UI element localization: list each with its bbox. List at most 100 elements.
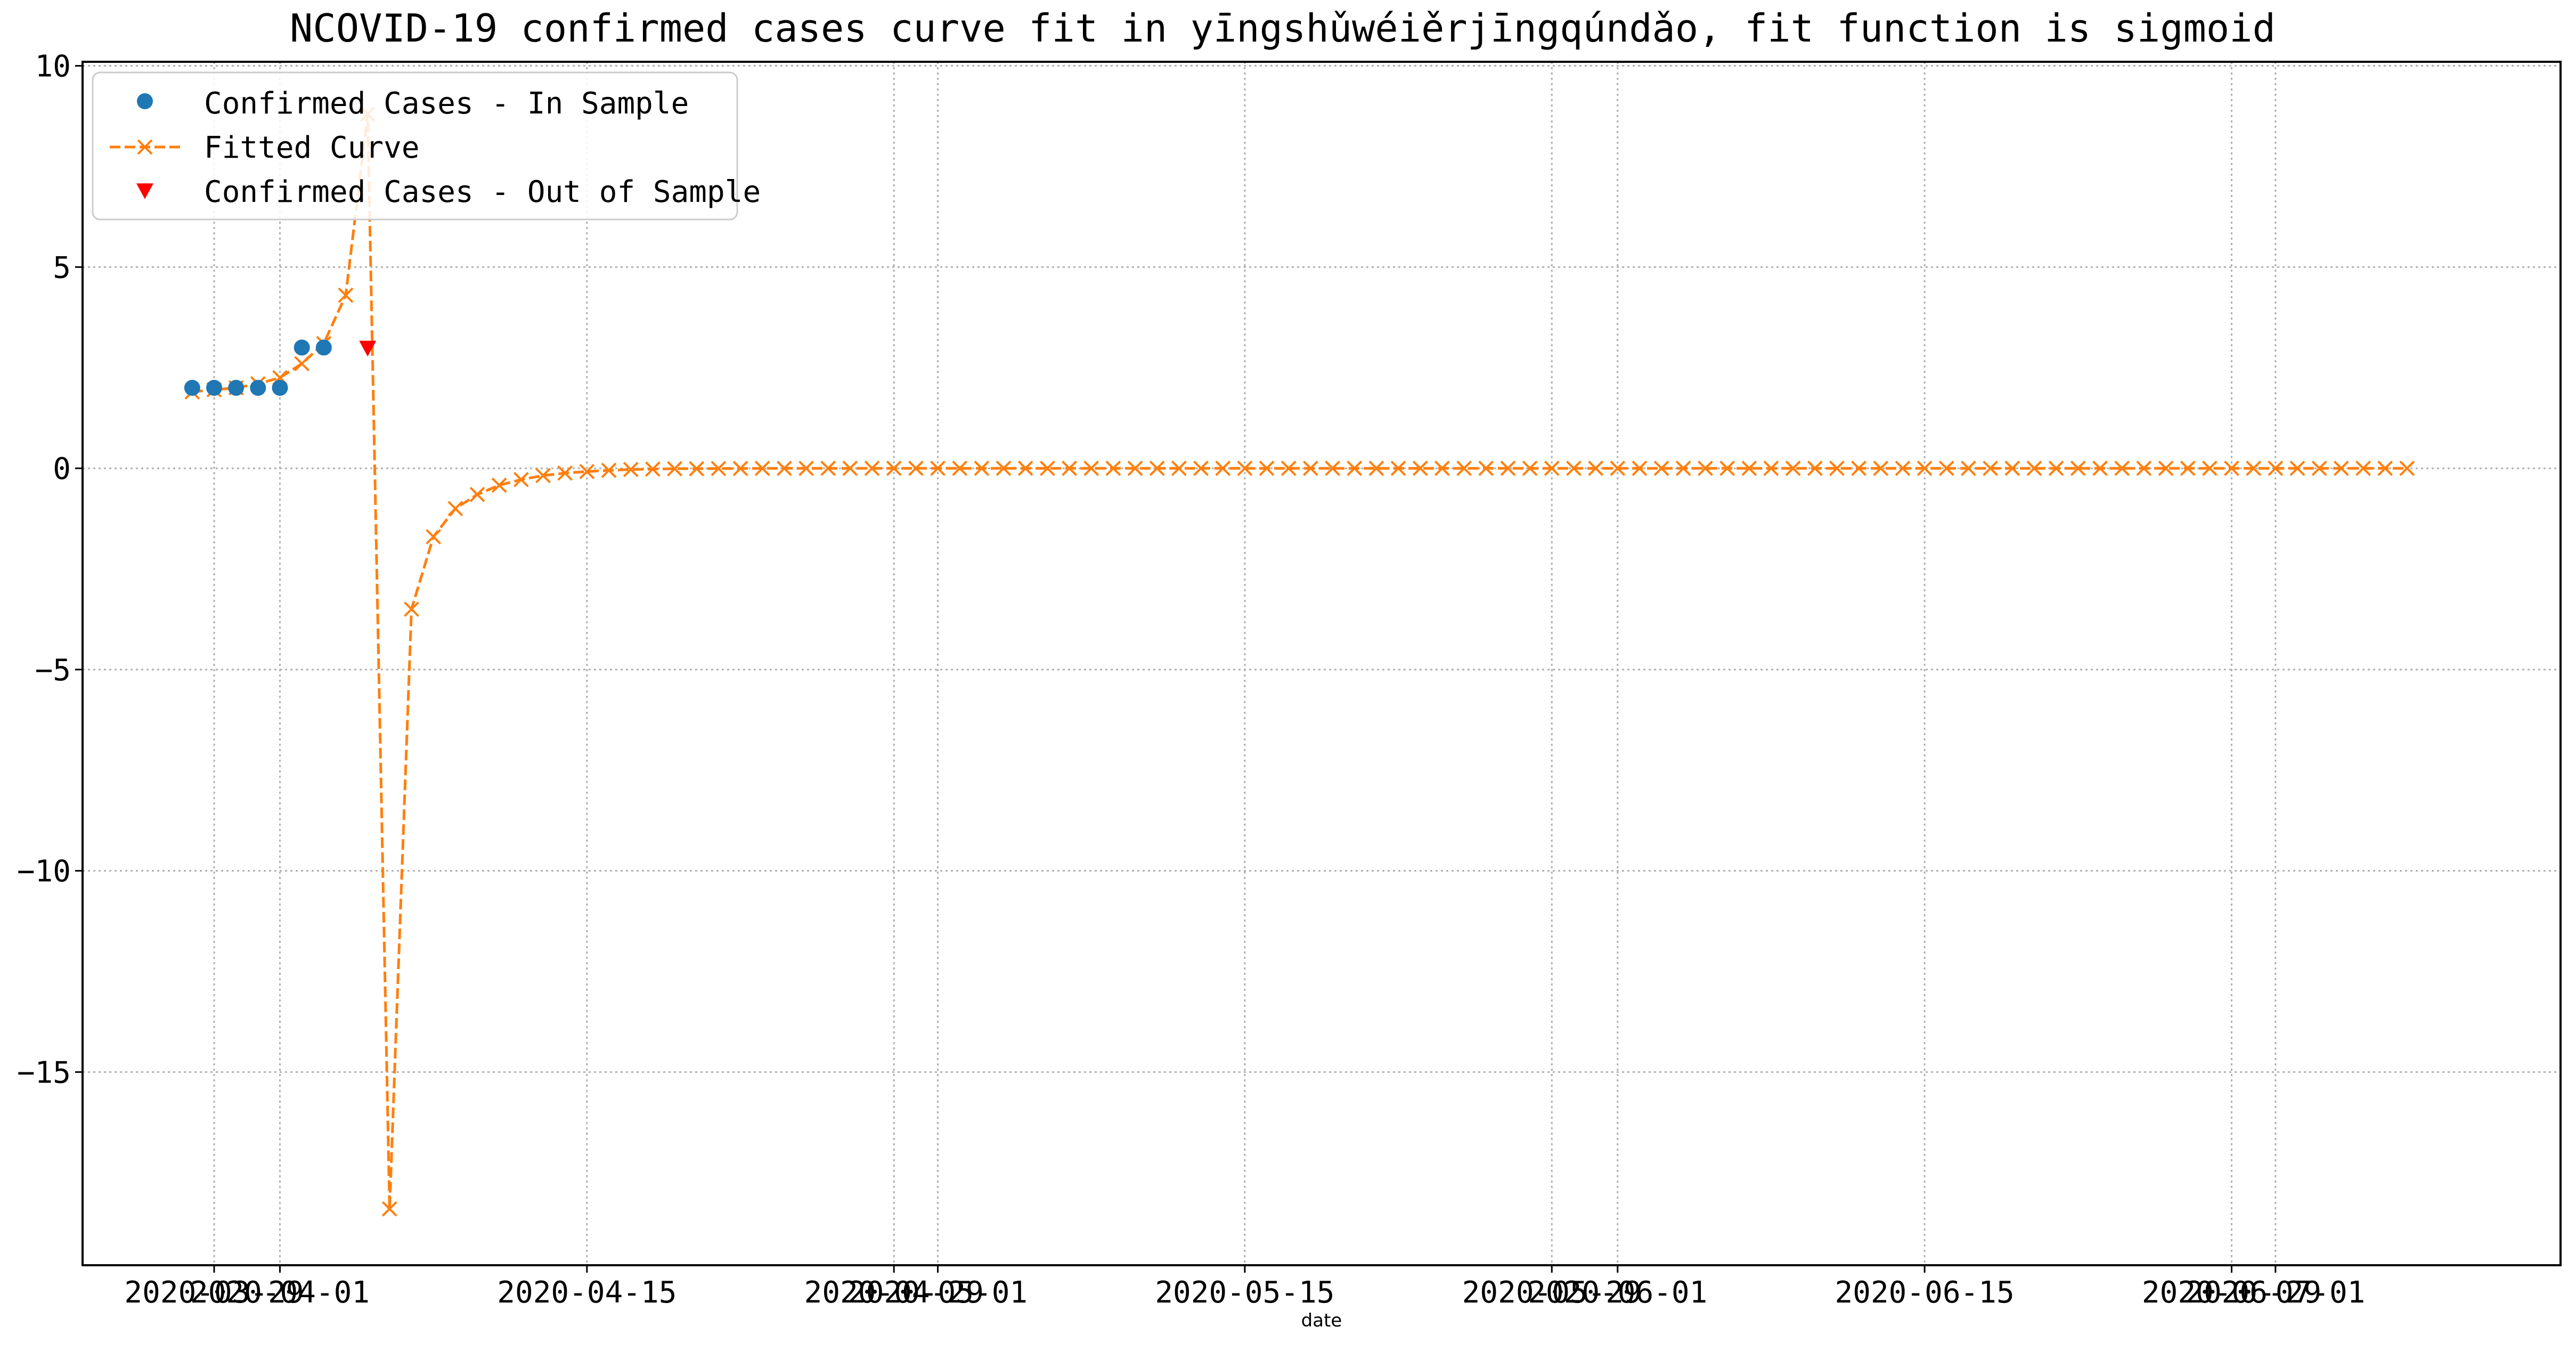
x-tick-label: 2020-05-15 (1155, 1275, 1334, 1310)
fitted-curve-point (2048, 460, 2064, 476)
fitted-curve-point (2202, 460, 2218, 476)
fitted-curve-point (1675, 460, 1691, 476)
fitted-curve-point (1434, 460, 1450, 476)
y-axis-ticks: 10 5 0 −5 −10 −15 (17, 50, 83, 1090)
fitted-curve-point (1829, 460, 1845, 476)
fitted-curve-point (2026, 460, 2042, 476)
legend-label: Fitted Curve (204, 131, 420, 165)
fitted-curve-point (645, 461, 661, 477)
fitted-curve-point (2092, 460, 2108, 476)
fitted-curve-point (1895, 460, 1911, 476)
fitted-curve-point (1039, 460, 1055, 476)
plot-series (184, 106, 2415, 1217)
fitted-curve-point (820, 460, 836, 476)
x-tick-label: 2020-06-01 (1528, 1275, 1707, 1310)
fitted-curve-point (2355, 460, 2371, 476)
fitted-curve-point (1851, 460, 1867, 476)
fitted-curve-point (1303, 460, 1318, 476)
in-sample-point (294, 339, 310, 356)
fitted-curve-point (1456, 460, 1472, 476)
fitted-curve-point (491, 477, 507, 493)
fitted-curve-point (404, 601, 419, 617)
fitted-curve-point (426, 529, 442, 544)
in-sample-point (315, 339, 332, 356)
fitted-curve-point (776, 460, 792, 476)
y-tick-label: 5 (53, 250, 71, 285)
fitted-curve-point (1785, 460, 1801, 476)
fitted-curve-point (1610, 460, 1626, 476)
fitted-curve-point (1149, 460, 1165, 476)
legend-label: Confirmed Cases - In Sample (204, 86, 689, 121)
y-tick-label: −10 (17, 854, 71, 889)
x-axis-label: date (1301, 1310, 1342, 1331)
fitted-curve-point (1281, 460, 1297, 476)
fitted-curve-point (886, 460, 902, 476)
out-of-sample-point (359, 340, 377, 357)
fitted-curve-point (952, 460, 968, 476)
fitted-curve-point (1127, 460, 1143, 476)
fitted-curve-point (1522, 460, 1538, 476)
fitted-curve-point (535, 468, 551, 484)
x-tick-label: 2020-04-15 (497, 1275, 676, 1310)
x-tick-label: 2020-06-15 (1835, 1275, 2015, 1310)
x-tick-label: 2020-04-01 (190, 1275, 370, 1310)
fitted-curve-point (1653, 460, 1669, 476)
fitted-curve-point (1917, 460, 1933, 476)
fitted-curve-point (1763, 460, 1779, 476)
fitted-curve-point (1807, 460, 1823, 476)
fitted-curve-point (1938, 460, 1954, 476)
fitted-curve-point (2114, 460, 2130, 476)
fitted-curve-point (1478, 460, 1494, 476)
fitted-curve-point (2246, 460, 2262, 476)
x-tick-label: 2020-03-29 (124, 1275, 304, 1310)
in-sample-point (250, 379, 266, 396)
fitted-curve-point (974, 460, 990, 476)
fitted-curve-point (1259, 460, 1275, 476)
y-tick-label: 10 (35, 50, 71, 84)
fitted-curve-point (2180, 460, 2196, 476)
fitted-curve-point (1193, 460, 1209, 476)
fitted-curve-point (798, 460, 814, 476)
fitted-curve-point (711, 461, 727, 476)
fitted-curve-point (2136, 460, 2152, 476)
fitted-curve-point (842, 460, 858, 476)
fitted-curve-point (2268, 460, 2284, 476)
fitted-curve-point (623, 461, 639, 477)
legend-marker-out-of-sample (136, 183, 153, 199)
legend-marker-fitted (137, 139, 153, 155)
fitted-curve-line (192, 113, 2407, 1209)
fitted-curve-point (1719, 460, 1735, 476)
fitted-curve-point (469, 486, 485, 502)
fitted-curve-point (732, 460, 748, 476)
fitted-curve-point (601, 462, 617, 478)
chart-title: NCOVID-19 confirmed cases curve fit in y… (290, 6, 2276, 51)
legend: Confirmed Cases - In Sample Fitted Curve C… (92, 71, 761, 221)
fitted-curve-point (513, 471, 529, 487)
in-sample-point (184, 379, 200, 396)
fitted-curve-point (338, 287, 354, 303)
in-sample-point (272, 379, 288, 396)
in-sample-point (228, 379, 244, 396)
fitted-curve-point (1566, 460, 1582, 476)
fitted-curve-point (1105, 460, 1121, 476)
x-tick-label: 2020-05-29 (1462, 1275, 1642, 1310)
x-tick-label: 2020-06-29 (2142, 1275, 2321, 1310)
fitted-curve-point (2289, 460, 2305, 476)
fitted-curve-point (1083, 460, 1099, 476)
fitted-curve-point (1390, 460, 1406, 476)
fitted-curve-point (1983, 460, 1999, 476)
fitted-curve-point (579, 463, 595, 479)
fitted-curve-point (381, 1201, 397, 1217)
fitted-curve-point (1632, 460, 1648, 476)
fitted-curve-point (1062, 460, 1077, 476)
fitted-curve-point (2399, 460, 2415, 476)
fitted-curve-point (2377, 460, 2393, 476)
x-tick-label: 2020-05-01 (848, 1275, 1028, 1310)
fitted-curve-point (667, 461, 682, 477)
fitted-curve-point (996, 460, 1012, 476)
in-sample-point (206, 379, 223, 396)
fitted-curve-point (447, 501, 463, 517)
x-tick-label: 2020-04-29 (804, 1275, 984, 1310)
